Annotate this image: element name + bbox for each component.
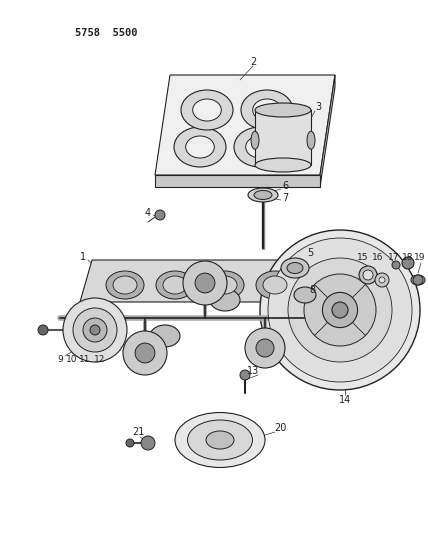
Circle shape xyxy=(123,331,167,375)
Polygon shape xyxy=(155,175,320,187)
Ellipse shape xyxy=(246,136,274,158)
Ellipse shape xyxy=(294,287,316,303)
Ellipse shape xyxy=(181,90,233,130)
Circle shape xyxy=(245,328,285,368)
Circle shape xyxy=(304,274,376,346)
Text: 17: 17 xyxy=(388,254,400,262)
Polygon shape xyxy=(155,75,335,175)
Circle shape xyxy=(260,230,420,390)
Circle shape xyxy=(38,325,48,335)
Text: 13: 13 xyxy=(247,366,259,376)
Circle shape xyxy=(332,302,348,318)
Ellipse shape xyxy=(206,431,234,449)
Text: 7: 7 xyxy=(282,193,288,203)
Text: 3: 3 xyxy=(315,102,321,112)
Circle shape xyxy=(90,325,100,335)
Text: 18: 18 xyxy=(402,254,414,262)
Text: 12: 12 xyxy=(94,356,106,365)
Circle shape xyxy=(268,238,412,382)
Circle shape xyxy=(83,318,107,342)
Text: 2: 2 xyxy=(250,57,256,67)
Ellipse shape xyxy=(186,136,214,158)
Ellipse shape xyxy=(213,276,237,294)
Ellipse shape xyxy=(175,413,265,467)
Circle shape xyxy=(288,258,392,362)
Circle shape xyxy=(63,298,127,362)
Ellipse shape xyxy=(263,276,287,294)
Circle shape xyxy=(379,277,385,283)
Text: 6: 6 xyxy=(282,181,288,191)
Text: 16: 16 xyxy=(372,254,384,262)
Bar xyxy=(255,110,311,165)
Ellipse shape xyxy=(281,258,309,278)
Ellipse shape xyxy=(187,420,253,460)
Circle shape xyxy=(183,261,227,305)
Text: 20: 20 xyxy=(274,423,286,433)
Text: 5758  5500: 5758 5500 xyxy=(75,28,137,38)
Ellipse shape xyxy=(248,188,278,202)
Circle shape xyxy=(141,436,155,450)
Circle shape xyxy=(402,257,414,269)
Circle shape xyxy=(73,308,117,352)
Text: 14: 14 xyxy=(339,395,351,405)
Circle shape xyxy=(322,293,358,328)
Polygon shape xyxy=(320,75,335,187)
Text: 19: 19 xyxy=(414,254,426,262)
Polygon shape xyxy=(330,260,342,310)
Ellipse shape xyxy=(287,262,303,273)
Ellipse shape xyxy=(106,271,144,299)
Text: 10: 10 xyxy=(66,356,78,365)
Ellipse shape xyxy=(253,99,281,121)
Circle shape xyxy=(195,273,215,293)
Ellipse shape xyxy=(254,190,272,199)
Circle shape xyxy=(126,439,134,447)
Ellipse shape xyxy=(234,127,286,167)
Text: 15: 15 xyxy=(357,254,369,262)
Text: 21: 21 xyxy=(132,427,144,437)
Ellipse shape xyxy=(256,271,294,299)
Ellipse shape xyxy=(113,276,137,294)
Ellipse shape xyxy=(206,271,244,299)
Text: 5: 5 xyxy=(307,248,313,258)
Polygon shape xyxy=(80,260,342,302)
Text: 4: 4 xyxy=(145,208,151,218)
Ellipse shape xyxy=(210,289,240,311)
Ellipse shape xyxy=(255,158,311,172)
Ellipse shape xyxy=(251,131,259,149)
Text: 9: 9 xyxy=(57,356,63,365)
Circle shape xyxy=(375,273,389,287)
Ellipse shape xyxy=(307,131,315,149)
Circle shape xyxy=(240,370,250,380)
Ellipse shape xyxy=(150,325,180,347)
Circle shape xyxy=(392,261,400,269)
Text: 1: 1 xyxy=(80,252,86,262)
Circle shape xyxy=(256,339,274,357)
Circle shape xyxy=(359,266,377,284)
Ellipse shape xyxy=(193,99,221,121)
Ellipse shape xyxy=(255,103,311,117)
Circle shape xyxy=(413,275,423,285)
Ellipse shape xyxy=(163,276,187,294)
Ellipse shape xyxy=(174,127,226,167)
Ellipse shape xyxy=(411,275,425,285)
Circle shape xyxy=(135,343,155,363)
Text: 8: 8 xyxy=(309,285,315,295)
Text: 11: 11 xyxy=(79,356,91,365)
Circle shape xyxy=(363,270,373,280)
Ellipse shape xyxy=(241,90,293,130)
Ellipse shape xyxy=(156,271,194,299)
Circle shape xyxy=(155,210,165,220)
